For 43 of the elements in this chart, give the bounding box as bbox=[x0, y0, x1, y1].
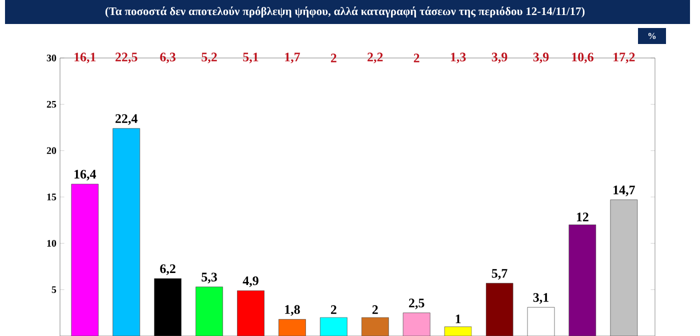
annotation: 2 bbox=[414, 54, 420, 62]
annotation: 16,1 bbox=[74, 52, 96, 64]
y-tick-label: 30 bbox=[46, 54, 56, 62]
data-label: 2 bbox=[330, 305, 336, 314]
annotation: 6,3 bbox=[160, 52, 176, 64]
data-label: 5,3 bbox=[202, 272, 217, 284]
annotation: 1,7 bbox=[285, 52, 300, 64]
bar bbox=[237, 290, 264, 336]
y-tick-label: 20 bbox=[46, 147, 56, 154]
data-label: 2 bbox=[372, 305, 378, 314]
bar bbox=[402, 312, 430, 336]
annotation: 17,2 bbox=[614, 52, 635, 64]
annotation: 5,1 bbox=[243, 52, 258, 64]
data-label: 16,4 bbox=[74, 170, 96, 180]
data-label: 5,7 bbox=[492, 269, 508, 280]
y-tick-label: 25 bbox=[46, 100, 56, 108]
bar bbox=[154, 278, 182, 336]
y-tick-label: 5 bbox=[52, 286, 56, 293]
bar bbox=[444, 326, 472, 336]
bar bbox=[361, 317, 389, 336]
bar bbox=[112, 128, 140, 336]
annotation: 22,5 bbox=[116, 52, 138, 64]
annotation: 2 bbox=[330, 54, 336, 62]
data-label: 6,2 bbox=[160, 264, 176, 275]
annotation: 10,6 bbox=[572, 52, 594, 64]
annotation: 5,2 bbox=[202, 52, 217, 64]
data-label: 2,5 bbox=[409, 298, 424, 310]
data-label: 4,9 bbox=[242, 276, 258, 288]
chart-title: (Τα ποσοστά δεν αποτελούν πρόβλεψη ψήφου, αλλά καταγραφή τάσεων της περιόδου 12-14/11/17) bbox=[105, 6, 585, 18]
annotation: 1,3 bbox=[450, 52, 466, 64]
y-axis-title: % bbox=[648, 32, 656, 40]
data-label: 12 bbox=[576, 212, 588, 222]
data-label: 22,4 bbox=[116, 114, 138, 125]
annotation: 3,9 bbox=[492, 52, 508, 64]
annotation: 3,9 bbox=[533, 52, 549, 64]
data-label: 1,8 bbox=[285, 305, 300, 316]
data-label: 3,1 bbox=[533, 293, 548, 304]
bar bbox=[568, 224, 596, 336]
data-label: 1 bbox=[456, 314, 461, 324]
y-tick-label: 15 bbox=[47, 194, 56, 200]
data-label: 14,7 bbox=[614, 186, 635, 196]
annotation: 2,2 bbox=[368, 52, 383, 64]
y-tick-label: 10 bbox=[47, 240, 56, 247]
